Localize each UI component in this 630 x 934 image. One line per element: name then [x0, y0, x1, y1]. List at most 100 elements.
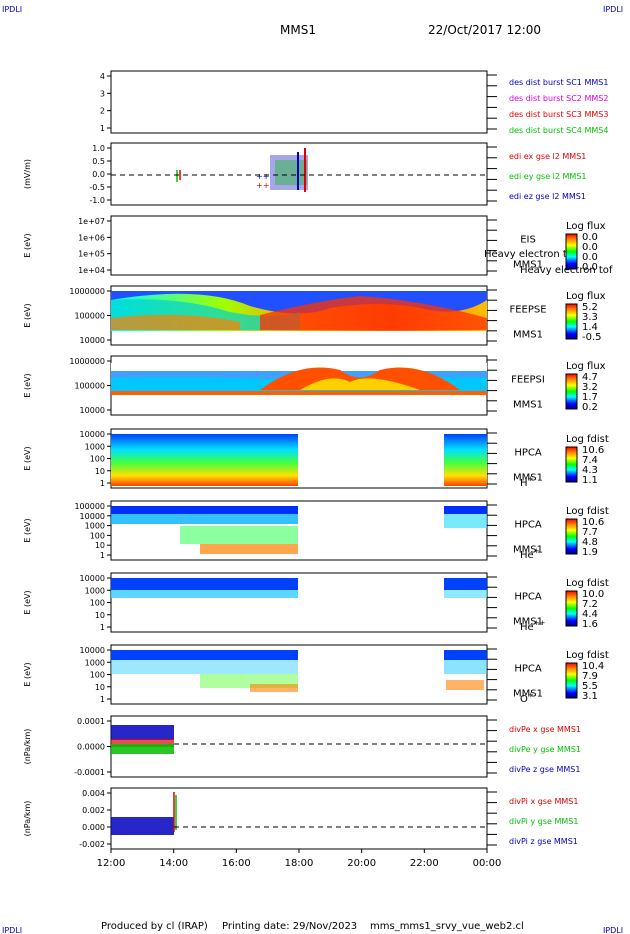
colorbar-tick-hpca-h: 7.4	[582, 455, 598, 466]
species-superscript-hpca-he: +	[534, 547, 540, 555]
colorbar-tick-hpca-hepp: 4.4	[582, 609, 598, 620]
ylabel-hpca-o: E (eV)	[23, 662, 32, 686]
ytick-label-des-dist-burst: 3	[100, 89, 105, 98]
colorbar-hpca-h	[565, 446, 578, 483]
ytick-label-divpe: 0.0001	[77, 717, 105, 726]
ytick-label-divpi: 0.002	[82, 806, 105, 815]
ytick-label-eis: 1e+04	[78, 266, 105, 275]
colorbar-tick-hpca-hepp: 7.2	[582, 599, 598, 610]
colorbar-hpca-o	[565, 662, 578, 699]
species-label-eis: Heavy electron tof	[520, 265, 613, 276]
legend-edi-e: edi ez gse l2 MMS1	[509, 192, 586, 201]
svg-text:++: ++	[256, 172, 269, 181]
colorbar-feepse	[565, 303, 578, 340]
instrument-label-feepsi: FEEPSI	[511, 375, 545, 386]
colorbar-title-hpca-hepp: Log fdist	[566, 578, 609, 589]
colorbar-tick-eis: 0.0	[582, 252, 598, 263]
spacecraft-label-eis: MMS1	[513, 260, 543, 271]
ytick-label-hpca-he: 100000	[74, 502, 105, 511]
corner-label-bottom-right: IPDLI	[603, 926, 623, 934]
legend-des-dist-burst: des dist burst SC4 MMS4	[509, 126, 608, 135]
ytick-label-feepse: 10000	[80, 336, 105, 345]
colorbar-tick-feepse: -0.5	[582, 332, 602, 343]
colorbar-title-eis: Log flux	[566, 221, 606, 232]
species-superscript-hpca-h: +	[528, 475, 534, 483]
species-superscript-hpca-o: +	[528, 691, 534, 699]
ytick-label-hpca-he: 100	[90, 531, 105, 540]
instrument-label-feepse: FEEPSE	[509, 305, 546, 316]
ytick-label-edi-e: -1.0	[89, 196, 105, 205]
colorbar-tick-eis: 0.0	[582, 232, 598, 243]
ytick-label-des-dist-burst: 1	[100, 124, 105, 133]
colorbar-tick-hpca-o: 3.1	[582, 691, 598, 702]
spacecraft-label-hpca-he: MMS1	[513, 545, 543, 556]
colorbar-tick-hpca-o: 7.9	[582, 671, 598, 682]
colorbar-tick-feepsi: 0.2	[582, 402, 598, 413]
legend-divpe: divPe x gse MMS1	[509, 725, 581, 734]
ytick-label-eis: 1e+06	[78, 233, 105, 242]
colorbar-tick-hpca-o: 5.5	[582, 681, 598, 692]
spacecraft-label-hpca-o: MMS1	[513, 689, 543, 700]
legend-divpi: divPi z gse MMS1	[509, 837, 578, 846]
ytick-label-hpca-he: 10	[95, 541, 105, 550]
divpe-traces	[111, 725, 174, 754]
hpca-o-spectrogram	[111, 650, 487, 692]
divpi-traces	[111, 792, 177, 835]
species-label-hpca-h: H+	[520, 475, 534, 489]
colorbar-eis	[565, 233, 578, 270]
ytick-label-hpca-he: 10000	[80, 512, 105, 521]
xtick-label: 18:00	[285, 858, 314, 869]
colorbar-tick-hpca-h: 4.3	[582, 465, 598, 476]
instrument-label-hpca-he: HPCA	[514, 520, 542, 531]
colorbar-title-hpca-he: Log fdist	[566, 506, 609, 517]
legend-divpi: divPi x gse MMS1	[509, 797, 578, 806]
ylabel-feepse: E (eV)	[23, 303, 32, 327]
ytick-label-divpi: 0.004	[82, 789, 105, 798]
colorbar-tick-hpca-h: 1.1	[582, 475, 598, 486]
ytick-label-hpca-hepp: 10	[95, 611, 105, 620]
ytick-label-hpca-o: 10000	[80, 646, 105, 655]
xtick-label: 12:00	[97, 858, 126, 869]
corner-label-bottom-left: IPDLI	[2, 926, 22, 934]
legend-edi-e: edi ey gse l2 MMS1	[509, 172, 587, 181]
ytick-label-divpi: -0.002	[79, 840, 105, 849]
colorbar-tick-feepsi: 3.2	[582, 382, 598, 393]
ytick-label-hpca-h: 1000	[85, 442, 105, 451]
feepsi-spectrogram	[111, 363, 487, 395]
legend-divpe: divPe y gse MMS1	[509, 745, 581, 754]
ylabel-divpi: (nPa/km)	[23, 801, 32, 837]
colorbar-tick-eis: 0.0	[582, 262, 598, 273]
colorbar-title-hpca-h: Log fdist	[566, 434, 609, 445]
ytick-label-hpca-o: 100	[90, 671, 105, 680]
colorbar-tick-hpca-hepp: 10.0	[582, 589, 604, 600]
feepse-spectrogram	[111, 291, 487, 331]
colorbar-feepsi	[565, 373, 578, 410]
colorbar-tick-feepse: 1.4	[582, 322, 598, 333]
colorbar-tick-hpca-h: 10.6	[582, 445, 604, 456]
xtick-label: 00:00	[473, 858, 502, 869]
axes-group: 4 3 2 1 des dist burst SC1 MMS1 des dist burs…	[23, 72, 613, 849]
legend-des-dist-burst: des dist burst SC1 MMS1	[509, 78, 608, 87]
x-axis: 12:00 14:00 16:00 18:00 20:00 22:00 00:00	[97, 849, 502, 869]
instrument-label-eis: EIS	[520, 235, 536, 246]
instrument-label-hpca-o: HPCA	[514, 664, 542, 675]
ylabel-divpe: (nPa/km)	[23, 729, 32, 765]
ytick-label-hpca-hepp: 1	[100, 623, 105, 632]
colorbar-tick-hpca-he: 1.9	[582, 547, 598, 558]
ytick-label-edi-e: 1.0	[92, 144, 105, 153]
ytick-label-feepsi: 100000	[74, 382, 105, 391]
colorbar-title-hpca-o: Log fdist	[566, 650, 609, 661]
ytick-label-hpca-h: 1	[100, 479, 105, 488]
svg-text:++: ++	[256, 181, 269, 190]
ytick-label-divpi: 0.000	[82, 823, 105, 832]
ytick-label-eis: 1e+05	[78, 250, 105, 259]
species-label-hpca-o: O+	[520, 691, 534, 705]
xtick-label: 20:00	[347, 858, 376, 869]
panel-frame-hpca-he	[110, 500, 488, 561]
ytick-label-edi-e: 0.5	[92, 157, 105, 166]
ytick-label-edi-e: -0.5	[89, 183, 105, 192]
colorbar-hpca-hepp	[565, 590, 578, 627]
ytick-label-hpca-hepp: 1000	[85, 586, 105, 595]
instrument-label-hpca-h: HPCA	[514, 448, 542, 459]
ytick-label-divpe: -0.0001	[74, 768, 105, 777]
